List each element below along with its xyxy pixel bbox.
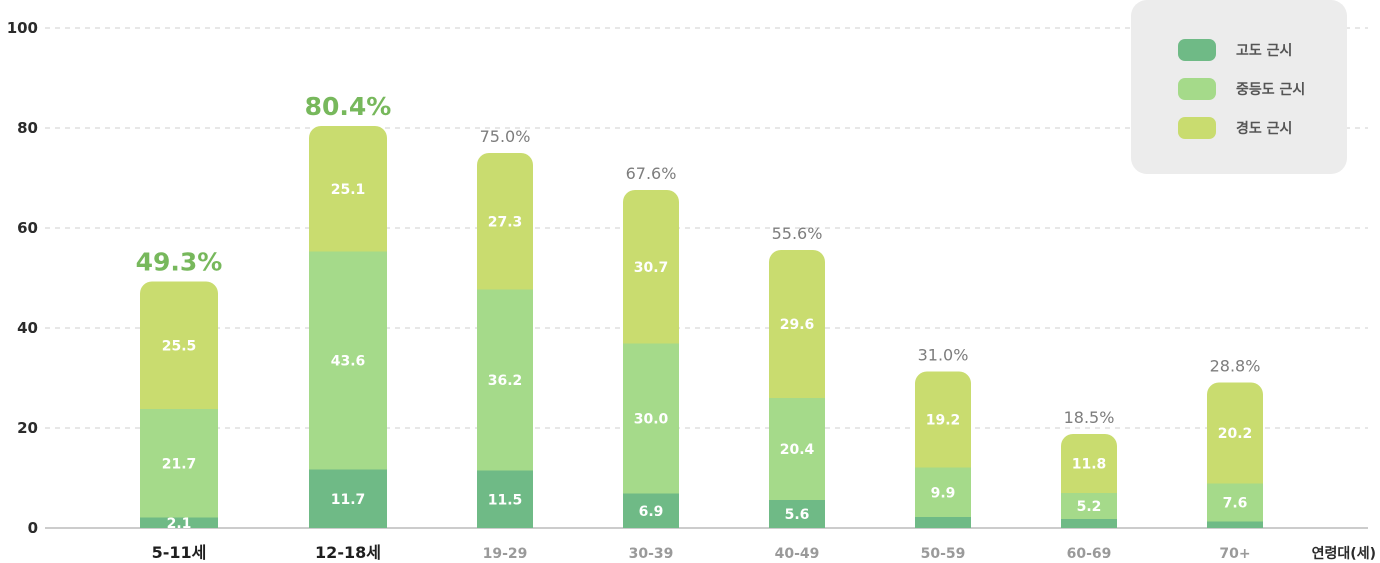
segment-value-label: 43.6 xyxy=(331,354,366,370)
segment-value-label: 7.6 xyxy=(1223,496,1248,512)
segment-value-label: 25.1 xyxy=(331,182,366,198)
bar-segment xyxy=(1207,382,1263,484)
x-tick-label: 19-29 xyxy=(483,546,528,562)
segment-value-label: 5.2 xyxy=(1077,499,1102,515)
bar-segment xyxy=(915,467,971,517)
y-tick-label: 100 xyxy=(7,19,38,37)
y-tick-label: 60 xyxy=(17,219,38,237)
segment-value-label: 36.2 xyxy=(488,373,523,389)
segment-value-label: 20.4 xyxy=(780,442,815,458)
segment-value-label: 2.1 xyxy=(167,516,192,532)
bar-total-label: 67.6% xyxy=(626,164,677,183)
bar-segment xyxy=(769,398,825,500)
bar-segment xyxy=(915,371,971,468)
bar-total-label: 31.0% xyxy=(918,346,969,365)
bar-segment xyxy=(477,153,533,290)
legend-swatch-moderate xyxy=(1178,78,1216,100)
segment-value-label: 30.7 xyxy=(634,260,669,276)
bar-segment xyxy=(623,343,679,494)
x-tick-label: 70+ xyxy=(1219,546,1250,562)
bar-total-label: 49.3% xyxy=(136,248,223,277)
segment-value-label: 5.6 xyxy=(785,507,810,523)
x-tick-label: 60-69 xyxy=(1067,546,1112,562)
chart-legend: 고도 근시 중등도 근시 경도 근시 xyxy=(1131,0,1347,174)
legend-swatch-mild xyxy=(1178,117,1216,139)
bar-segment xyxy=(1207,521,1263,528)
bar-segment xyxy=(623,493,679,528)
y-tick-label: 0 xyxy=(28,519,38,537)
bar-total-label: 80.4% xyxy=(305,92,392,121)
bar-segment xyxy=(915,517,971,528)
legend-item-high: 고도 근시 xyxy=(1178,38,1292,62)
legend-label-mild: 경도 근시 xyxy=(1236,121,1293,137)
legend-label-moderate: 중등도 근시 xyxy=(1236,82,1306,98)
bar-segment xyxy=(1061,493,1117,519)
segment-value-label: 19.2 xyxy=(926,413,961,429)
segment-value-label: 27.3 xyxy=(488,214,523,230)
bar-segment xyxy=(1061,434,1117,493)
bar-segment xyxy=(309,251,387,470)
bar-segment xyxy=(477,289,533,471)
legend-swatch-high xyxy=(1178,39,1216,61)
bar-segment xyxy=(477,470,533,528)
legend-label-high: 고도 근시 xyxy=(1236,43,1293,59)
y-tick-label: 80 xyxy=(17,119,38,137)
x-tick-label: 30-39 xyxy=(629,546,674,562)
segment-value-label: 11.5 xyxy=(488,492,523,508)
segment-value-label: 30.0 xyxy=(634,412,669,428)
segment-value-label: 6.9 xyxy=(639,504,664,520)
bar-segment xyxy=(769,250,825,398)
bar-segment xyxy=(623,190,679,344)
bar-segment xyxy=(769,500,825,528)
bar-segment xyxy=(140,409,218,518)
x-axis-label: 연령대(세) xyxy=(1312,546,1376,562)
x-tick-label: 40-49 xyxy=(775,546,820,562)
bar-total-label: 75.0% xyxy=(480,127,531,146)
bar-total-label: 28.8% xyxy=(1210,357,1261,376)
bar-segment xyxy=(1207,483,1263,522)
segment-value-label: 25.5 xyxy=(162,338,197,354)
legend-item-moderate: 중등도 근시 xyxy=(1178,77,1305,101)
bar-segment xyxy=(140,281,218,409)
segment-value-label: 20.2 xyxy=(1218,426,1253,442)
segment-value-label: 21.7 xyxy=(162,456,197,472)
legend-item-mild: 경도 근시 xyxy=(1178,116,1292,140)
segment-value-label: 9.9 xyxy=(931,485,956,501)
x-tick-label: 12-18세 xyxy=(315,543,381,562)
bar-segment xyxy=(140,517,218,528)
bar-total-label: 18.5% xyxy=(1064,408,1115,427)
segment-value-label: 11.8 xyxy=(1072,457,1107,473)
bar-total-label: 55.6% xyxy=(772,224,823,243)
bar-segment xyxy=(309,469,387,528)
segment-value-label: 11.7 xyxy=(331,492,366,508)
bar-segment xyxy=(1061,519,1117,528)
y-tick-label: 20 xyxy=(17,419,38,437)
x-tick-label: 5-11세 xyxy=(152,543,207,562)
y-tick-label: 40 xyxy=(17,319,38,337)
segment-value-label: 29.6 xyxy=(780,317,815,333)
bar-segment xyxy=(309,126,387,252)
x-tick-label: 50-59 xyxy=(921,546,966,562)
